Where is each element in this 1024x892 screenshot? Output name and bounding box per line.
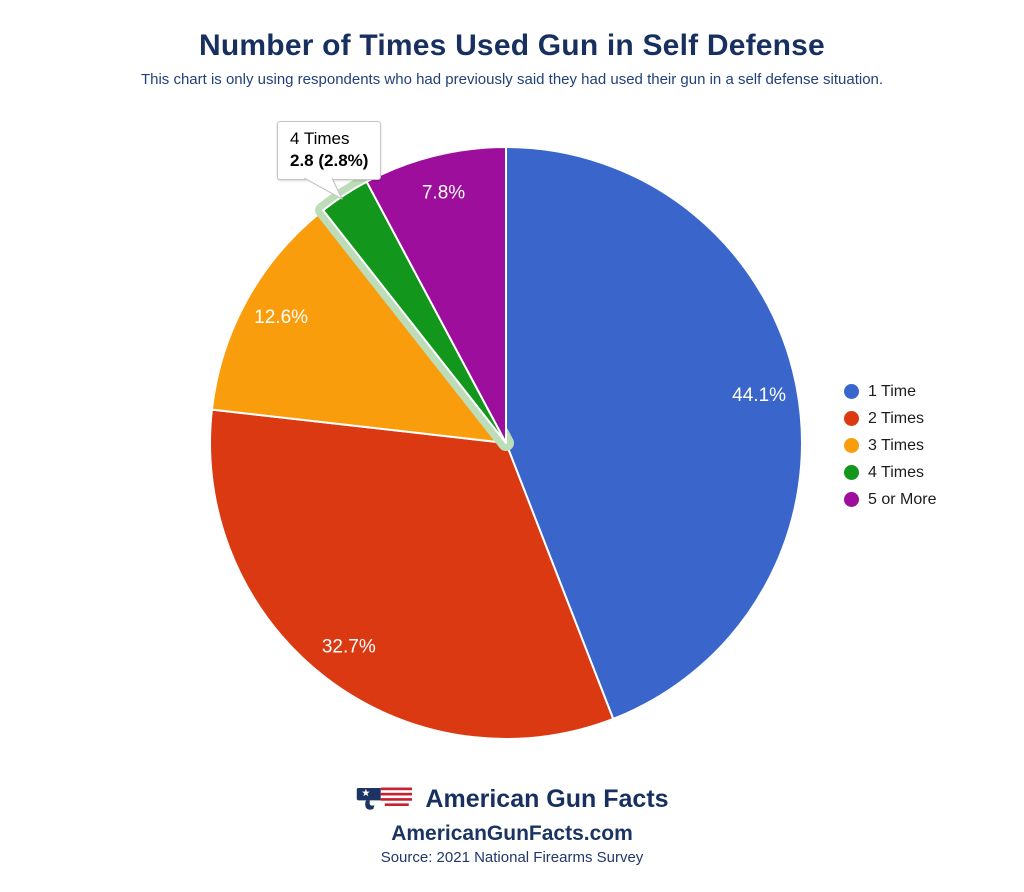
footer: American Gun Facts AmericanGunFacts.com … (0, 780, 1024, 866)
legend-swatch-2-times (844, 411, 859, 426)
slice-label: 12.6% (254, 307, 308, 328)
slice-label: 32.7% (322, 637, 376, 658)
tooltip: 4 Times 2.8 (2.8%) (277, 121, 382, 200)
brand-name: American Gun Facts (425, 784, 669, 813)
legend: 1 Time 2 Times 3 Times 4 Times 5 or More (844, 378, 936, 513)
brand-row: American Gun Facts (355, 780, 669, 818)
chart-subtitle: This chart is only using respondents who… (140, 71, 884, 88)
legend-swatch-5-or-more (844, 492, 859, 507)
tooltip-pointer-icon (304, 178, 343, 200)
legend-label: 1 Time (868, 382, 917, 400)
gun-flag-logo (357, 786, 413, 810)
legend-item-5-or-more[interactable]: 5 or More (844, 486, 936, 513)
legend-item-2-times[interactable]: 2 Times (844, 405, 936, 432)
legend-swatch-4-times (844, 465, 859, 480)
slice-label: 7.8% (422, 183, 465, 204)
website-link[interactable]: AmericanGunFacts.com (391, 822, 633, 845)
legend-item-1-time[interactable]: 1 Time (844, 378, 936, 405)
legend-swatch-1-time (844, 384, 859, 399)
pie-slice-3-times[interactable] (210, 209, 507, 444)
legend-label: 3 Times (868, 436, 925, 454)
legend-label: 4 Times (868, 463, 925, 481)
star-icon (362, 788, 371, 796)
slice-label: 44.1% (732, 385, 786, 406)
legend-label: 5 or More (868, 490, 937, 508)
pie-slice-2-times[interactable] (209, 408, 615, 740)
legend-item-3-times[interactable]: 3 Times (844, 432, 936, 459)
legend-swatch-3-times (844, 438, 859, 453)
tooltip-label: 4 Times (290, 129, 350, 148)
source-text: Source: 2021 National Firearms Survey (380, 849, 644, 866)
pie-slice-1-time[interactable] (505, 146, 803, 720)
legend-label: 2 Times (868, 409, 925, 427)
legend-item-4-times[interactable]: 4 Times (844, 459, 936, 486)
tooltip-value: 2.8 (2.8%) (290, 151, 369, 170)
chart-title: Number of Times Used Gun in Self Defense (199, 29, 825, 62)
